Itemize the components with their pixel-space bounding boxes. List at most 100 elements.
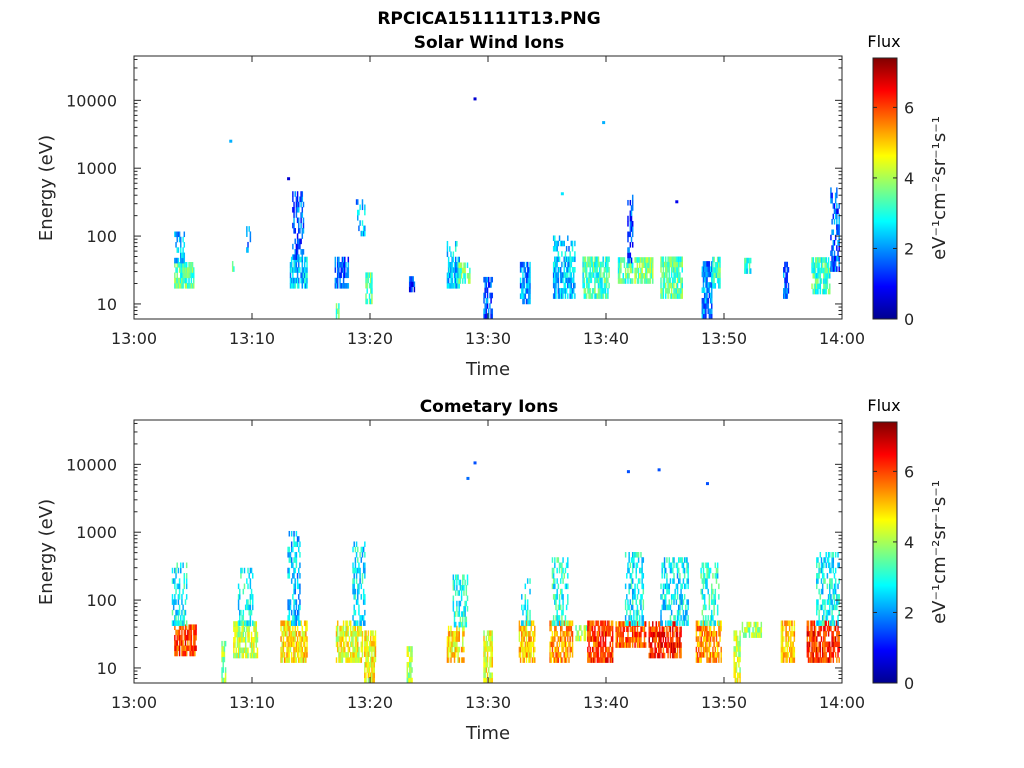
heatmap-cell — [300, 646, 302, 653]
heatmap-cell — [598, 261, 601, 268]
heatmap-cell — [456, 606, 458, 612]
heatmap-cell — [570, 272, 573, 278]
heatmap-cell — [364, 620, 366, 626]
heatmap-cell — [713, 652, 715, 658]
heatmap-cell — [282, 636, 285, 642]
heatmap-cell — [556, 557, 558, 563]
heatmap-cell — [748, 632, 751, 638]
heatmap-cell — [555, 615, 557, 621]
heatmap-cell — [306, 625, 308, 632]
heatmap-cell — [785, 641, 787, 648]
heatmap-cell — [713, 604, 715, 611]
heatmap-cell — [630, 221, 633, 227]
heatmap-cell — [290, 657, 293, 663]
heatmap-cell — [458, 606, 460, 612]
heatmap-cell — [555, 272, 557, 278]
heatmap-cell — [364, 562, 366, 569]
heatmap-cell — [301, 212, 304, 218]
heatmap-cell — [340, 646, 342, 653]
heatmap-cell — [672, 652, 674, 659]
heatmap-cell — [593, 261, 595, 268]
heatmap-cell — [823, 609, 825, 616]
heatmap-cell — [485, 313, 488, 320]
heatmap-cell — [568, 267, 570, 273]
heatmap-cell — [823, 283, 825, 290]
heatmap-cell — [281, 620, 283, 627]
heatmap-cell — [564, 261, 567, 268]
heatmap-cell — [811, 620, 813, 627]
heatmap-cell — [177, 567, 180, 574]
heatmap-cell — [552, 652, 555, 658]
heatmap-cell — [820, 562, 823, 569]
heatmap-cell — [734, 667, 737, 673]
heatmap-cell — [786, 646, 789, 653]
heatmap-cell — [734, 677, 737, 684]
heatmap-cell — [559, 288, 562, 294]
heatmap-cell — [357, 557, 359, 563]
heatmap-cell — [490, 308, 492, 315]
heatmap-cell — [705, 303, 707, 309]
heatmap-cell — [603, 267, 606, 273]
heatmap-cell — [288, 620, 291, 627]
heatmap-cell — [668, 282, 671, 289]
heatmap-cell — [825, 641, 827, 648]
heatmap-cell — [823, 267, 825, 274]
heatmap-cell — [296, 609, 299, 616]
heatmap-cell — [554, 267, 556, 273]
heatmap-cell — [352, 546, 354, 553]
heatmap-cell — [366, 646, 368, 652]
heatmap-cell — [562, 557, 564, 563]
heatmap-cell — [703, 287, 706, 293]
heatmap-cell — [833, 218, 836, 225]
heatmap-cell — [558, 636, 561, 642]
heatmap-cell — [569, 652, 571, 658]
heatmap-cell — [624, 552, 627, 558]
heatmap-cell — [591, 267, 594, 273]
heatmap-cell — [637, 272, 640, 279]
heatmap-cell — [817, 631, 819, 637]
heatmap-cell — [359, 567, 361, 574]
heatmap-cell — [191, 283, 194, 289]
heatmap-cell — [288, 557, 291, 563]
heatmap-cell — [571, 620, 574, 627]
heatmap-cell — [193, 283, 195, 289]
heatmap-cell — [246, 247, 248, 253]
heatmap-cell — [371, 298, 373, 305]
heatmap-cell — [702, 313, 705, 320]
heatmap-cell — [483, 635, 485, 642]
heatmap-cell — [745, 268, 747, 274]
heatmap-cell — [706, 641, 708, 648]
heatmap-cell — [359, 631, 361, 637]
heatmap-cell — [180, 267, 182, 273]
heatmap-cell — [465, 621, 468, 628]
heatmap-cell — [564, 641, 567, 648]
heatmap-cell — [353, 620, 355, 626]
heatmap-cell — [584, 256, 587, 263]
heatmap-cell — [661, 293, 663, 299]
heatmap-cell — [627, 221, 629, 227]
heatmap-cell — [172, 599, 175, 605]
heatmap-cell — [449, 272, 451, 279]
x-tick-label: 13:20 — [347, 693, 393, 712]
heatmap-cell — [305, 625, 307, 632]
heatmap-cell — [624, 272, 627, 279]
heatmap-cell — [303, 646, 306, 653]
heatmap-cell — [595, 636, 597, 642]
heatmap-cell — [456, 240, 458, 247]
heatmap-cell — [374, 656, 377, 663]
heatmap-cell — [648, 631, 650, 638]
heatmap-cell — [634, 636, 636, 643]
heatmap-cell — [719, 625, 721, 632]
heatmap-cell — [629, 599, 632, 605]
heatmap-cell — [293, 207, 295, 213]
heatmap-cell — [701, 287, 704, 293]
heatmap-cell — [571, 267, 574, 273]
heatmap-cell — [791, 652, 793, 658]
heatmap-cell — [733, 672, 735, 679]
heatmap-cell — [575, 625, 577, 631]
heatmap-cell — [364, 573, 366, 579]
heatmap-cell — [526, 620, 529, 626]
heatmap-cell — [454, 256, 457, 263]
heatmap-cell — [555, 652, 557, 658]
heatmap-cell — [627, 636, 629, 643]
